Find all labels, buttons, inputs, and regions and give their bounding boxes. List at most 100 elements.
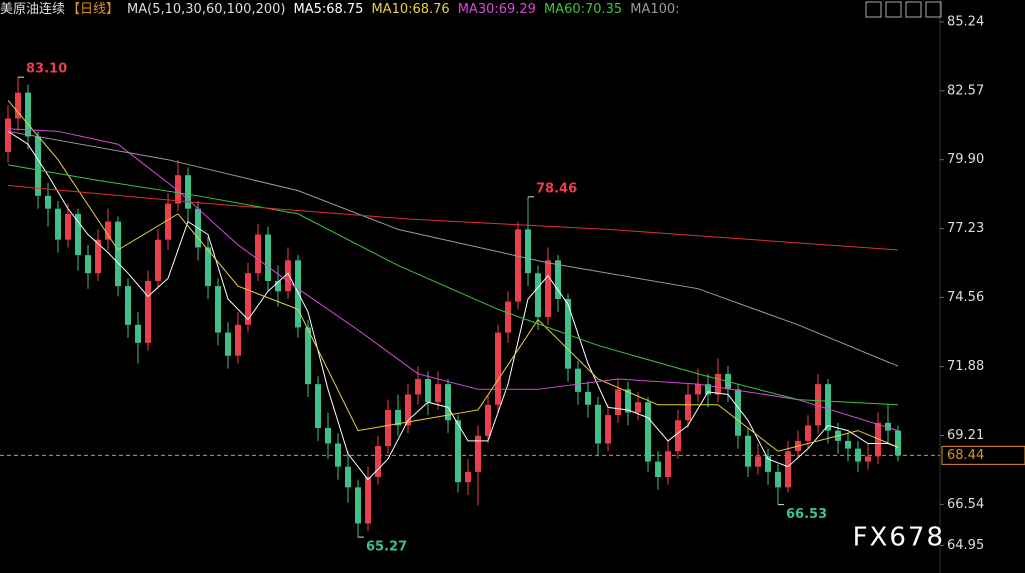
ma-line: [7, 184, 899, 251]
candle-body: [105, 221, 111, 240]
candle-body: [585, 391, 591, 405]
candle-body: [335, 443, 341, 467]
watermark: FX678: [853, 523, 945, 553]
ma-line: [7, 164, 899, 406]
annotation-label: 65.27: [366, 540, 407, 555]
candle-body: [555, 260, 561, 300]
candle-body: [765, 456, 771, 472]
candle-body: [435, 384, 441, 403]
candle-body: [265, 234, 271, 281]
candle-body: [635, 402, 641, 413]
candle-body: [115, 221, 121, 287]
candle-body: [825, 384, 831, 431]
candle-body: [345, 466, 351, 488]
candle-body: [895, 430, 901, 456]
candle-body: [305, 327, 311, 385]
candle-body: [475, 435, 481, 472]
legend-entry: MA100:: [630, 2, 680, 17]
candle-body: [385, 409, 391, 447]
candle-body: [865, 456, 871, 462]
candle-body: [375, 446, 381, 478]
candle-body: [255, 234, 261, 274]
y-tick-label: 66.54: [947, 497, 984, 512]
candle-body: [85, 255, 91, 274]
y-tick-label: 82.57: [947, 83, 984, 98]
tool-button[interactable]: [885, 1, 902, 18]
annotation-label: 83.10: [26, 62, 67, 77]
candle-body: [175, 175, 181, 204]
candle-body: [15, 92, 21, 119]
candle-body: [755, 456, 761, 467]
candle-body: [665, 451, 671, 478]
y-tick-label: 85.24: [947, 14, 984, 29]
tool-button[interactable]: [925, 1, 942, 18]
candle-body: [885, 422, 891, 431]
ma-line: [7, 130, 899, 367]
legend-entry: MA5:68.75: [293, 2, 364, 17]
candle-body: [405, 394, 411, 426]
candle-body: [615, 389, 621, 416]
candle-body: [675, 420, 681, 452]
candle-body: [155, 239, 161, 281]
candle-body: [845, 440, 851, 449]
candle-body: [695, 384, 701, 395]
y-tick-label: 69.21: [947, 428, 984, 443]
candle-body: [445, 384, 451, 421]
y-tick-label: 79.90: [947, 152, 984, 167]
candle-body: [775, 471, 781, 488]
candle-body: [75, 213, 81, 256]
candle-body: [45, 195, 51, 209]
y-tick-label: 77.23: [947, 221, 984, 236]
candle-body: [815, 384, 821, 426]
candle-body: [145, 280, 151, 343]
candle-body: [225, 332, 231, 356]
candle-body: [95, 239, 101, 274]
candle-body: [415, 378, 421, 395]
candle-body: [5, 118, 11, 152]
candle-body: [365, 477, 371, 524]
last-price-label: 68.44: [947, 448, 984, 463]
tool-button[interactable]: [865, 1, 882, 18]
candle-body: [535, 273, 541, 318]
candle-body: [705, 384, 711, 395]
candle-body: [285, 260, 291, 292]
legend-entry: MA10:68.76: [371, 2, 450, 17]
candle-body: [455, 420, 461, 483]
candle-body: [855, 448, 861, 462]
header: 美原油连续 【日线】 MA(5,10,30,60,100,200) MA5:68.75…: [0, 0, 696, 20]
candle-body: [465, 471, 471, 483]
candle-body: [325, 428, 331, 444]
legend-entry: MA30:69.29: [457, 2, 536, 17]
last-price-box: [941, 445, 1025, 465]
ma-line: [7, 130, 899, 481]
candle-body: [515, 229, 521, 302]
ma-line: [7, 100, 899, 452]
toolbar[interactable]: [865, 1, 942, 18]
candle-body: [275, 280, 281, 292]
candle-body: [35, 136, 41, 196]
legend: MA5:68.75 MA10:68.76 MA30:69.29 MA60:70.35 M…: [293, 2, 687, 17]
y-tick-label: 74.56: [947, 290, 984, 305]
candle-body: [295, 260, 301, 328]
candle-body: [525, 229, 531, 274]
period[interactable]: 【日线】: [67, 2, 120, 17]
candle-body: [565, 299, 571, 369]
candle-body: [135, 324, 141, 343]
candle-body: [805, 425, 811, 441]
candle-body: [395, 409, 401, 426]
candle-body: [785, 451, 791, 488]
candle-body: [545, 260, 551, 318]
candle-body: [595, 404, 601, 444]
candle-body: [245, 273, 251, 325]
legend-entry: MA60:70.35: [543, 2, 623, 17]
tool-button[interactable]: [905, 1, 922, 18]
y-tick-label: 64.95: [947, 538, 984, 553]
candle-body: [685, 394, 691, 421]
candle-body: [25, 92, 31, 137]
candle-body: [575, 368, 581, 392]
y-tick-label: 71.88: [947, 359, 984, 374]
annotation-label: 66.53: [786, 507, 827, 522]
annotation-label: 78.46: [536, 181, 577, 196]
candle-body: [205, 247, 211, 287]
candle-body: [485, 404, 491, 436]
